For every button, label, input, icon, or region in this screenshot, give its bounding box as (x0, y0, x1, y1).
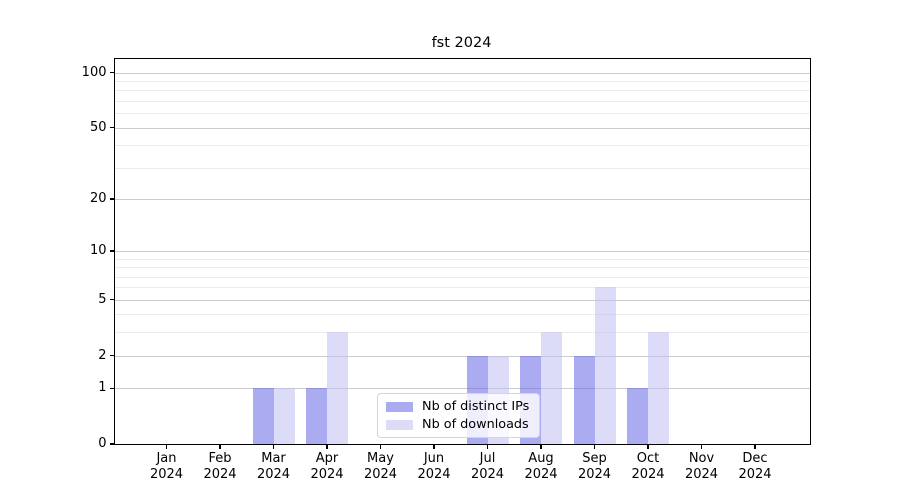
x-tick-label-feb: Feb 2024 (203, 451, 237, 482)
x-tick-mark-dec (754, 445, 756, 449)
legend-swatch-distinct-ips-icon (386, 401, 413, 412)
x-tick-label-jun: Jun 2024 (417, 451, 451, 482)
x-tick-label-dec: Dec 2024 (738, 451, 772, 482)
major-gridline-20 (114, 198, 810, 200)
legend-label-downloads: Nb of downloads (422, 417, 529, 432)
major-gridline-2 (114, 355, 810, 357)
bar-downloads-oct (648, 332, 669, 444)
y-tick-label-20: 20 (89, 190, 107, 206)
legend-swatch-downloads-icon (386, 419, 413, 430)
minor-gridline-40 (114, 145, 810, 147)
minor-gridline-8 (114, 267, 810, 269)
x-tick-label-jan: Jan 2024 (149, 451, 184, 482)
y-tick-mark-100 (109, 71, 114, 74)
bar-distinct-ips-mar (252, 388, 274, 444)
y-tick-label-100: 100 (81, 64, 107, 80)
y-tick-mark-5 (109, 299, 114, 301)
legend: Nb of distinct IPs Nb of downloads (377, 393, 541, 438)
major-gridline-1 (114, 388, 810, 390)
legend-item-distinct-ips: Nb of distinct IPs (386, 399, 529, 414)
minor-gridline-4 (114, 314, 810, 316)
legend-label-distinct-ips: Nb of distinct IPs (422, 399, 530, 414)
x-tick-mark-oct (647, 445, 649, 449)
x-tick-mark-may (379, 445, 382, 449)
minor-gridline-30 (114, 167, 810, 169)
minor-gridline-60 (114, 113, 810, 115)
minor-gridline-7 (114, 276, 810, 278)
major-gridline-50 (114, 127, 810, 129)
y-tick-mark-2 (109, 354, 114, 357)
x-tick-label-jul: Jul 2024 (470, 451, 505, 482)
x-tick-label-may: May 2024 (363, 451, 398, 482)
minor-gridline-90 (114, 80, 810, 82)
x-tick-label-sep: Sep 2024 (577, 451, 612, 482)
bar-distinct-ips-apr (306, 388, 327, 444)
major-gridline-100 (114, 72, 810, 74)
y-tick-label-1: 1 (98, 380, 107, 396)
bar-distinct-ips-oct (627, 388, 648, 444)
x-tick-mark-mar (272, 445, 275, 449)
y-tick-label-50: 50 (89, 119, 107, 135)
major-gridline-10 (114, 251, 810, 253)
x-tick-mark-jan (165, 445, 168, 449)
chart-title: fst 2024 (431, 35, 492, 51)
x-tick-mark-sep (593, 445, 596, 449)
y-tick-label-0: 0 (98, 436, 107, 451)
x-tick-label-nov: Nov 2024 (684, 451, 719, 482)
y-tick-label-2: 2 (98, 347, 107, 363)
minor-gridline-3 (114, 332, 810, 334)
x-tick-label-mar: Mar 2024 (256, 451, 291, 482)
bar-downloads-apr (327, 332, 348, 444)
bar-distinct-ips-sep (573, 355, 595, 444)
minor-gridline-70 (114, 100, 810, 102)
y-tick-label-10: 10 (89, 243, 107, 259)
y-tick-mark-20 (109, 198, 114, 200)
legend-item-downloads: Nb of downloads (386, 417, 529, 432)
x-tick-mark-jul (486, 445, 489, 449)
bar-downloads-sep (594, 287, 616, 444)
bar-downloads-aug (541, 332, 562, 444)
x-tick-mark-aug (540, 445, 542, 449)
y-tick-mark-10 (109, 250, 114, 252)
x-tick-mark-feb (219, 445, 221, 449)
minor-gridline-9 (114, 258, 810, 260)
minor-gridline-80 (114, 90, 810, 92)
major-gridline-5 (114, 299, 810, 301)
x-tick-mark-jun (433, 445, 435, 449)
x-tick-mark-apr (326, 445, 328, 449)
x-tick-label-apr: Apr 2024 (310, 451, 344, 482)
x-tick-label-aug: Aug 2024 (524, 451, 558, 482)
minor-gridline-6 (114, 287, 810, 289)
y-tick-label-5: 5 (98, 291, 107, 307)
bar-downloads-mar (273, 388, 295, 444)
x-tick-mark-nov (700, 445, 703, 449)
y-tick-mark-0 (109, 443, 114, 445)
x-tick-label-oct: Oct 2024 (631, 451, 665, 482)
y-tick-mark-50 (109, 126, 114, 129)
y-tick-mark-1 (109, 387, 114, 389)
